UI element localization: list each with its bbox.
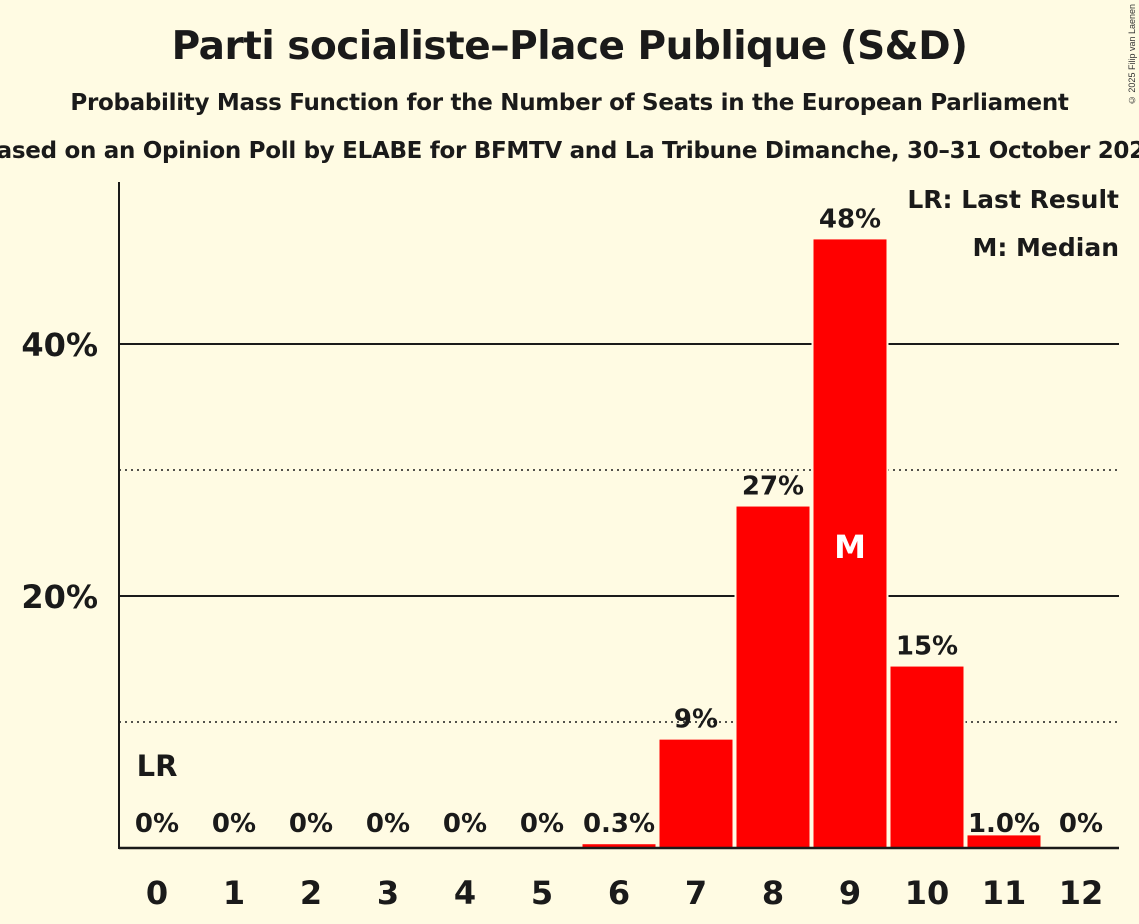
y-tick-label: 40% (21, 326, 98, 364)
chart-source-line: Based on an Opinion Poll by ELABE for BF… (0, 138, 1139, 164)
x-tick-label: 5 (531, 874, 553, 912)
x-tick-label: 2 (300, 874, 322, 912)
bar-value-label: 0% (520, 809, 564, 839)
legend-median: M: Median (972, 233, 1119, 262)
x-tick-label: 6 (608, 874, 630, 912)
bar (659, 739, 733, 848)
bar-value-label: 0% (1059, 809, 1103, 839)
bar-value-label: 0% (135, 809, 179, 839)
bar (890, 666, 964, 848)
x-tick-label: 8 (762, 874, 784, 912)
x-tick-label: 4 (454, 874, 476, 912)
x-tick-label: 1 (223, 874, 245, 912)
bar-value-label: 27% (742, 472, 804, 502)
bar-value-label: 0% (443, 809, 487, 839)
chart-subtitle: Probability Mass Function for the Number… (70, 90, 1069, 116)
chart-title: Parti socialiste–Place Publique (S&D) (171, 24, 968, 69)
x-tick-label: 12 (1059, 874, 1104, 912)
legend-last-result: LR: Last Result (907, 185, 1119, 214)
x-tick-label: 11 (982, 874, 1027, 912)
bar (813, 239, 887, 849)
bar-value-label: 0% (366, 809, 410, 839)
bar-value-label: 48% (819, 204, 881, 234)
x-tick-label: 3 (377, 874, 399, 912)
bar-value-label: 9% (674, 705, 718, 735)
bar-value-label: 1.0% (968, 809, 1040, 839)
x-tick-label: 7 (685, 874, 707, 912)
x-tick-label: 9 (839, 874, 861, 912)
bar (582, 844, 656, 848)
bar-value-label: 15% (896, 632, 958, 662)
last-result-marker: LR (137, 749, 178, 783)
median-marker: M (834, 528, 866, 566)
x-tick-label: 10 (905, 874, 950, 912)
bar-value-label: 0% (289, 809, 333, 839)
bar (967, 835, 1041, 848)
bar (736, 506, 810, 848)
bar-value-label: 0% (212, 809, 256, 839)
y-tick-label: 20% (21, 578, 98, 616)
x-tick-label: 0 (146, 874, 168, 912)
bar-value-label: 0.3% (583, 809, 655, 839)
